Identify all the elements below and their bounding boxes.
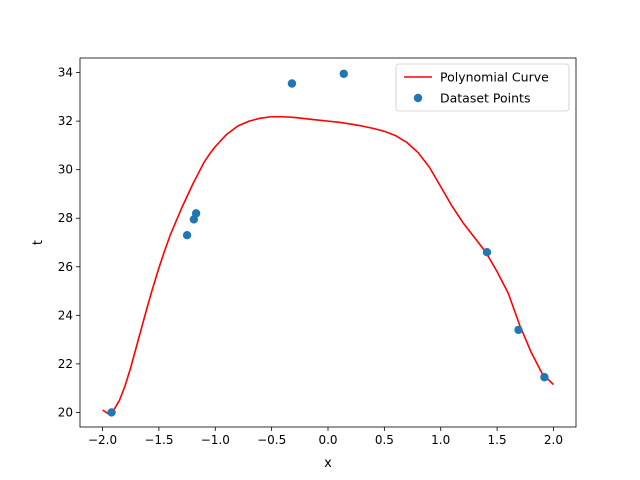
x-tick-label: −1.0 <box>201 433 230 447</box>
x-tick-label: −1.5 <box>144 433 173 447</box>
y-tick-label: 22 <box>58 357 73 371</box>
legend-point-swatch <box>413 93 423 103</box>
y-axis-ticks: 20 22 24 26 28 30 32 34 <box>58 66 80 419</box>
x-tick-label: 1.0 <box>431 433 450 447</box>
dataset-point <box>339 69 348 78</box>
x-axis-ticks: −2.0 −1.5 −1.0 −0.5 0.0 0.5 1.0 1.5 2.0 <box>88 427 563 447</box>
dataset-point <box>540 373 549 382</box>
x-tick-label: 0.0 <box>318 433 337 447</box>
dataset-point <box>514 325 523 335</box>
legend: Polynomial Curve Dataset Points <box>395 63 570 112</box>
y-tick-label: 20 <box>58 405 73 419</box>
legend-box <box>395 63 570 112</box>
y-tick-label: 24 <box>58 308 73 322</box>
y-tick-label: 34 <box>58 66 73 80</box>
legend-entry-polynomial-curve: Polynomial Curve <box>440 70 549 85</box>
x-tick-label: 1.5 <box>488 433 507 447</box>
y-tick-label: 26 <box>58 260 73 274</box>
polynomial-curve-line <box>102 115 555 415</box>
dataset-point <box>482 248 492 257</box>
dataset-point <box>107 408 116 417</box>
y-tick-label: 30 <box>58 163 73 177</box>
x-tick-label: −2.0 <box>88 433 117 447</box>
dataset-point <box>287 79 297 88</box>
y-tick-label: 28 <box>58 211 73 225</box>
dataset-point <box>191 209 201 218</box>
x-tick-label: −0.5 <box>257 433 286 447</box>
axes-frame <box>79 57 577 428</box>
y-tick-label: 32 <box>58 114 73 128</box>
plot-area <box>102 69 555 417</box>
x-tick-label: 2.0 <box>544 433 563 447</box>
y-axis-label: t <box>31 240 46 245</box>
x-tick-label: 0.5 <box>375 433 394 447</box>
dataset-point <box>182 231 192 240</box>
x-axis-label: x <box>324 456 332 471</box>
legend-entry-dataset-points: Dataset Points <box>440 91 530 106</box>
